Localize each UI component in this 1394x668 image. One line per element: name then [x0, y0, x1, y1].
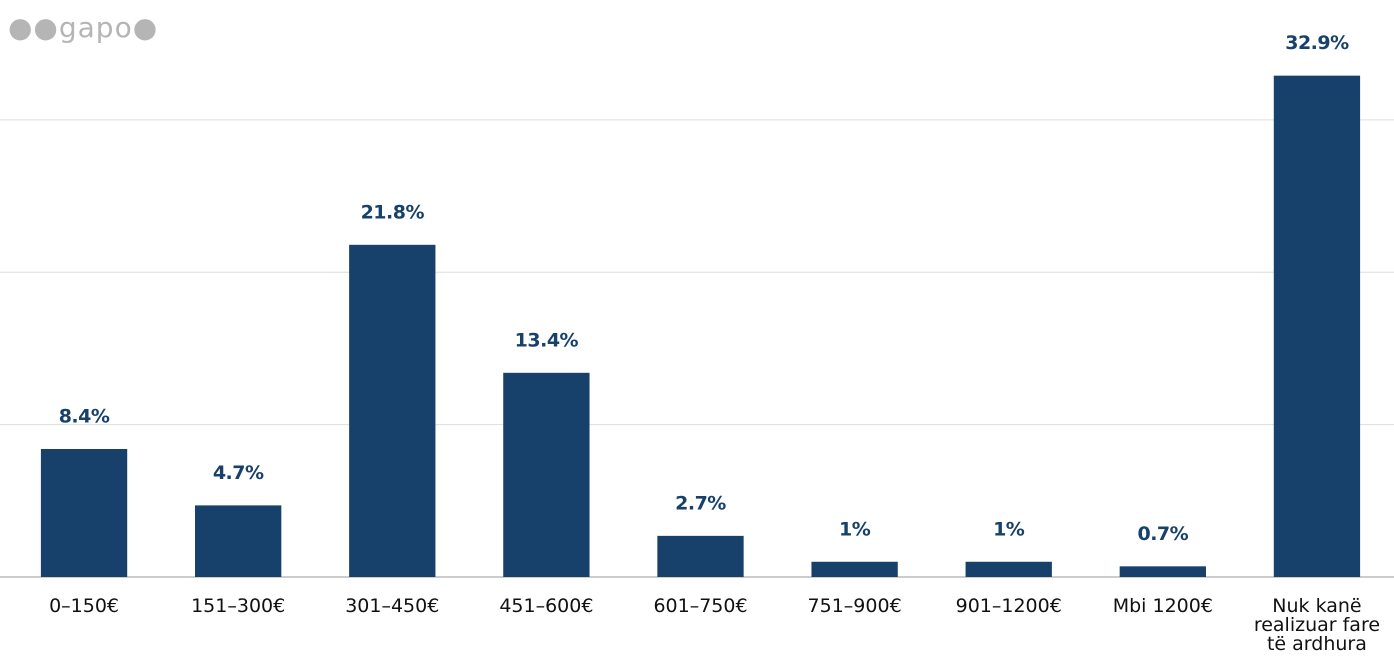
x-tick-label: Mbi 1200€ — [1112, 595, 1213, 617]
bar — [811, 561, 898, 577]
x-tick-label: 751–900€ — [807, 595, 902, 617]
logo-dots: ●● — [8, 11, 59, 44]
bar — [965, 561, 1052, 577]
bar — [349, 244, 436, 578]
value-label: 32.9% — [1285, 32, 1349, 54]
x-tick-label: 151–300€ — [191, 595, 286, 617]
x-tick-label: 901–1200€ — [955, 595, 1062, 617]
x-tick-label: 451–600€ — [499, 595, 594, 617]
bar — [1119, 566, 1206, 577]
bar — [195, 505, 282, 577]
x-tick-label: 301–450€ — [345, 595, 440, 617]
logo-text: gapo — [58, 11, 133, 44]
value-label: 1% — [839, 518, 871, 540]
value-label: 8.4% — [59, 406, 110, 428]
bar — [1273, 75, 1361, 578]
bar — [40, 449, 128, 577]
logo-dots: ● — [132, 11, 159, 44]
value-label: 4.7% — [213, 462, 264, 484]
value-label: 1% — [993, 518, 1025, 540]
logo: ●●gapo● — [8, 14, 158, 42]
value-label: 2.7% — [675, 492, 726, 514]
x-tick-label: 601–750€ — [653, 595, 748, 617]
value-label: 13.4% — [515, 329, 579, 351]
x-tick-label: Nuk kanë realizuar fare të ardhura — [1253, 595, 1381, 655]
bar — [503, 372, 590, 577]
x-tick-label: 0–150€ — [49, 595, 120, 617]
bar — [657, 535, 744, 577]
value-label: 21.8% — [361, 201, 425, 223]
value-label: 0.7% — [1137, 523, 1188, 545]
